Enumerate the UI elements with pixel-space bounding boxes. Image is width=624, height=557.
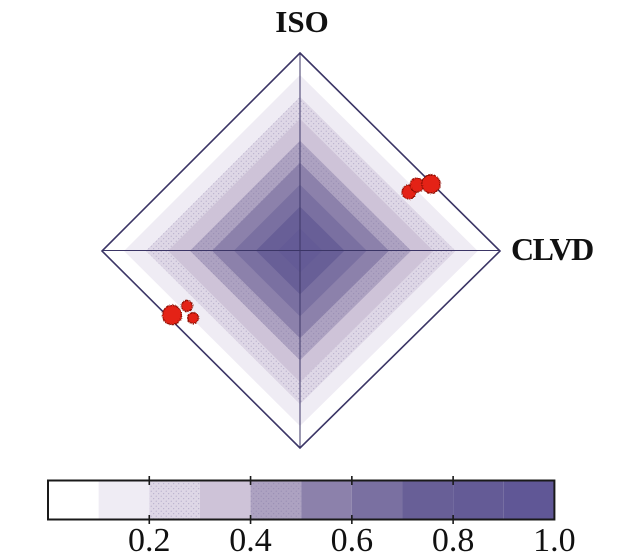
svg-text:ISO: ISO — [275, 4, 328, 39]
svg-text:0.2: 0.2 — [128, 522, 171, 557]
svg-text:CLVD: CLVD — [511, 231, 593, 267]
svg-text:1.0: 1.0 — [533, 522, 576, 557]
svg-text:0.4: 0.4 — [229, 522, 272, 557]
svg-text:0.6: 0.6 — [331, 522, 374, 557]
svg-text:0.8: 0.8 — [432, 522, 475, 557]
